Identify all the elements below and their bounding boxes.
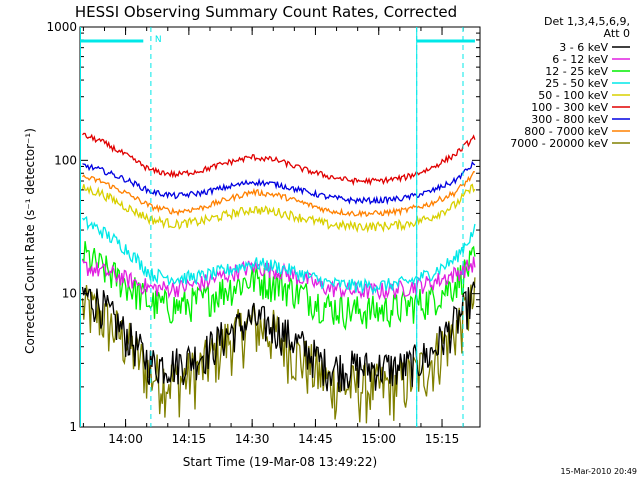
legend-label-0: 3 - 6 keV xyxy=(559,41,608,54)
x-tick-label: 14:00 xyxy=(108,432,143,446)
x-tick-label: 15:15 xyxy=(425,432,460,446)
series-line-2 xyxy=(81,241,476,331)
x-axis-label: Start Time (19-Mar-08 13:49:22) xyxy=(183,455,377,469)
night-label: N xyxy=(155,35,162,45)
legend-label-4: 50 - 100 keV xyxy=(538,89,608,102)
series-line-7 xyxy=(82,170,475,219)
series-line-1 xyxy=(81,256,476,301)
series-line-5 xyxy=(82,132,476,187)
x-tick-label: 14:45 xyxy=(298,432,333,446)
timestamp: 15-Mar-2010 20:49 xyxy=(561,467,638,476)
y-tick-label: 1000 xyxy=(46,20,77,34)
legend-label-7: 800 - 7000 keV xyxy=(524,125,608,138)
legend-label-5: 100 - 300 keV xyxy=(531,101,608,114)
plot-frame xyxy=(79,26,481,428)
x-tick-label: 14:15 xyxy=(172,432,207,446)
legend-label-3: 25 - 50 keV xyxy=(545,77,608,90)
y-tick-label: 1 xyxy=(69,420,77,434)
y-axis-label: Corrected Count Rate (s⁻¹ detector⁻¹) xyxy=(23,128,37,354)
series-line-3 xyxy=(81,216,476,295)
y-tick-label: 100 xyxy=(54,153,77,167)
legend-label-6: 300 - 800 keV xyxy=(531,113,608,126)
legend-header-line-1: Det 1,3,4,5,6,9, xyxy=(544,15,630,28)
series-line-4 xyxy=(81,183,476,234)
legend-label-1: 6 - 12 keV xyxy=(552,53,608,66)
series-line-6 xyxy=(82,160,476,206)
chart-title: HESSI Observing Summary Count Rates, Cor… xyxy=(75,3,457,21)
legend-label-2: 12 - 25 keV xyxy=(545,65,608,78)
legend-header-line-2: Att 0 xyxy=(604,27,630,40)
legend-label-8: 7000 - 20000 keV xyxy=(510,137,608,150)
x-tick-label: 14:30 xyxy=(235,432,270,446)
y-tick-label: 10 xyxy=(62,287,77,301)
x-tick-label: 15:00 xyxy=(361,432,396,446)
series-line-0 xyxy=(81,281,476,393)
